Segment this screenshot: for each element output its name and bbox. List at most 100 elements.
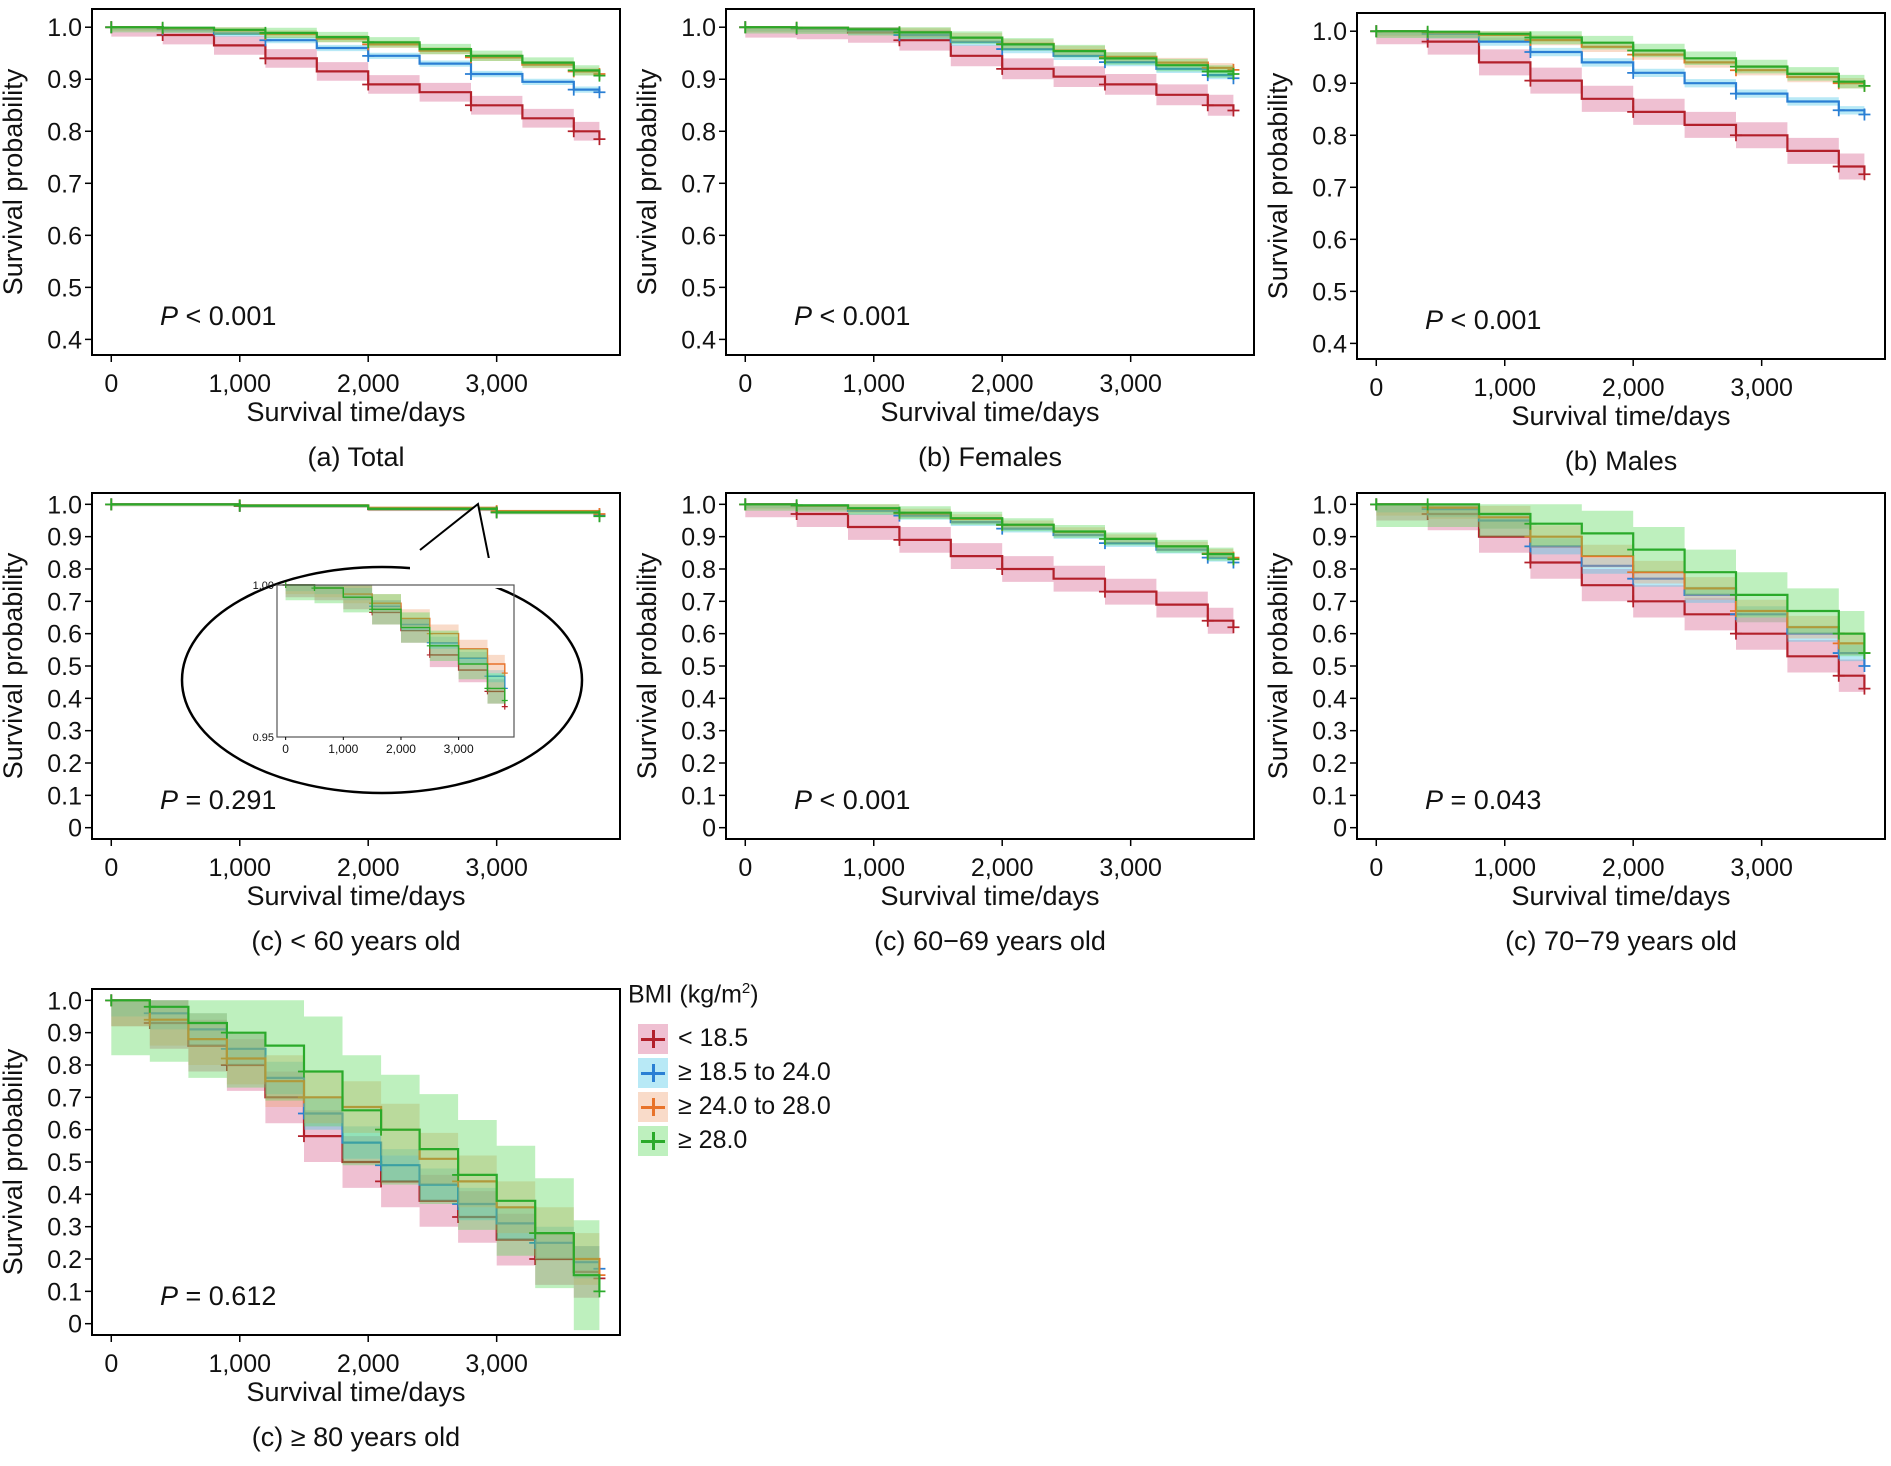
- panel-females-p-value: P < 0.001: [794, 301, 910, 331]
- panel-under-60-inset-censor-mark-obese: [501, 697, 508, 704]
- panel-under-60-y-tick-label: 0.8: [47, 556, 82, 584]
- panel-age-80-plus-y-tick-label: 0: [68, 1311, 82, 1339]
- panel-males-x-tick-label: 3,000: [1730, 374, 1793, 402]
- panel-age-60-69-censor-mark-underweight: [1098, 585, 1111, 598]
- panel-females-censor-mark-obese: [790, 21, 803, 34]
- panel-age-80-plus-censor-mark-obese: [529, 1227, 542, 1240]
- panel-females-y-tick-label: 1.0: [681, 14, 716, 42]
- panel-age-60-69-y-tick-label: 0.9: [681, 524, 716, 552]
- panel-age-60-69-censor-mark-obese: [739, 498, 752, 511]
- panel-females-x-tick-label: 0: [738, 370, 752, 398]
- panel-age-60-69-y-tick-label: 0.2: [681, 750, 716, 778]
- panel-under-60-inset-y-tick-label: 0.95: [253, 732, 274, 744]
- panel-total-x-tick-label: 2,000: [337, 370, 400, 398]
- panel-age-70-79-plot-frame: [1356, 492, 1886, 840]
- panel-males-y-tick-label: 0.6: [1312, 226, 1347, 254]
- panel-age-60-69-x-axis-label: Survival time/days: [880, 881, 1099, 911]
- panel-males-x-tick-label: 1,000: [1473, 374, 1536, 402]
- panel-age-80-plus-y-tick-label: 0.7: [47, 1084, 82, 1112]
- panel-age-70-79-line-obese: [1376, 503, 1866, 654]
- panel-total-caption: (a) Total: [307, 442, 404, 472]
- legend-swatch-normal: [638, 1058, 668, 1088]
- panel-under-60-inset-y-tick-label: 1.00: [253, 580, 274, 592]
- panel-age-80-plus-x-tick-label: 1,000: [208, 1350, 271, 1378]
- panel-age-60-69: 0 0.1 0.2 0.3 0.4 0.5 0.6 0.7 0.8 0.9 1.0 0 1,000 2,0…: [632, 491, 1255, 956]
- panel-age-80-plus-y-tick-label: 0.9: [47, 1020, 82, 1048]
- panel-under-60-inset: 0.95 1.00 0 1,000 2,000 3,000: [180, 502, 584, 795]
- panel-age-80-plus-censor-mark-underweight: [375, 1175, 388, 1188]
- panel-under-60-plot-frame: [91, 492, 621, 840]
- panel-males-band-normal: [1376, 31, 1865, 119]
- panel-total-censor-mark-underweight: [259, 52, 272, 65]
- panel-females-censor-mark-obese: [996, 38, 1009, 51]
- panel-females-caption: (b) Females: [918, 442, 1062, 472]
- panel-males-censor-mark-obese: [1421, 25, 1434, 38]
- panel-males-censor-mark-obese: [1370, 25, 1383, 38]
- panel-age-70-79-censor-mark-underweight: [1627, 595, 1640, 608]
- panel-age-80-plus-censor-mark-underweight: [297, 1130, 310, 1143]
- panel-females-censor-mark-underweight: [1098, 78, 1111, 91]
- panel-age-70-79-censor-mark-obese: [1858, 647, 1871, 660]
- panel-age-80-plus-caption: (c) ≥ 80 years old: [252, 1422, 460, 1452]
- panel-total-censor-mark-obese: [567, 64, 580, 77]
- panel-age-80-plus-censor-mark-obese: [220, 1026, 233, 1039]
- panel-age-80-plus: 0 0.1 0.2 0.3 0.4 0.5 0.6 0.7 0.8 0.9 1.0 0 1,000 2,0…: [0, 987, 621, 1452]
- legend-title-end: ): [750, 980, 759, 1009]
- panel-age-60-69-caption: (c) 60−69 years old: [874, 926, 1106, 956]
- panel-males-censor-mark-obese: [1627, 44, 1640, 57]
- panel-age-60-69-plot-frame: [725, 492, 1255, 840]
- panel-age-60-69-y-tick-label: 0.1: [681, 782, 716, 810]
- panel-age-60-69-censor-mark-underweight: [996, 562, 1009, 575]
- panel-under-60-y-axis-label: Survival probability: [0, 552, 28, 779]
- legend-item-underweight: < 18.5: [638, 1022, 978, 1056]
- panel-females-y-tick-label: 0.7: [681, 170, 716, 198]
- panel-females-x-tick-label: 2,000: [971, 370, 1034, 398]
- panel-age-60-69-p-symbol: P: [794, 785, 812, 815]
- panel-under-60-y-tick-label: 0.3: [47, 718, 82, 746]
- panel-females-censor-mark-underweight: [996, 62, 1009, 75]
- panel-age-60-69-censor-mark-obese: [1098, 532, 1111, 545]
- panel-total-censor-mark-underweight: [593, 133, 606, 146]
- panel-age-60-69-x-tick-label: 1,000: [842, 854, 905, 882]
- panel-total-y-axis-label: Survival probability: [0, 68, 28, 295]
- panel-age-60-69-x-tick-label: 2,000: [971, 854, 1034, 882]
- legend-title: BMI (kg/m2): [628, 980, 759, 1009]
- panel-under-60: 00.10.20.30.40.50.60.70.80.91.00 1,000 2,0…: [0, 491, 621, 956]
- panel-age-70-79-censor-mark-normal: [1858, 660, 1871, 672]
- panel-total-censor-mark-obese: [259, 26, 272, 39]
- panel-under-60-y-tick-label: 0.6: [47, 621, 82, 649]
- panel-age-70-79-y-tick-label: 0.3: [1312, 718, 1347, 746]
- panel-total-censor-mark-normal: [593, 86, 606, 99]
- panel-under-60-censor-mark-obese: [233, 499, 246, 512]
- panel-age-60-69-x-tick-label: 3,000: [1099, 854, 1162, 882]
- panel-age-80-plus-censor-mark-obese: [593, 1285, 606, 1298]
- panel-age-80-plus-band-overweight: [111, 1000, 600, 1301]
- panel-age-80-plus-line-obese: [111, 999, 601, 1292]
- panel-under-60-inset-censor-mark-underweight: [501, 703, 508, 710]
- panel-males-censor-mark-normal: [1627, 66, 1640, 79]
- panel-age-80-plus-censor-mark-obese: [452, 1168, 465, 1181]
- panel-males-y-tick-label: 0.9: [1312, 70, 1347, 98]
- panel-total-censor-mark-obese: [105, 21, 118, 34]
- panel-age-80-plus-band-underweight: [111, 1000, 600, 1305]
- panel-age-60-69-x-tick-label: 0: [738, 854, 752, 882]
- panel-age-60-69-y-tick-label: 0.3: [681, 718, 716, 746]
- panel-under-60-y-tick-label: 0.9: [47, 524, 82, 552]
- panel-age-80-plus-p-symbol: P: [160, 1281, 178, 1311]
- panel-age-70-79-y-tick-label: 0.2: [1312, 750, 1347, 778]
- panel-age-70-79-y-tick-label: 0.4: [1312, 685, 1347, 713]
- panel-under-60-p-symbol: P: [160, 785, 178, 815]
- panel-age-60-69-censor-mark-underweight: [1201, 614, 1214, 627]
- panel-age-80-plus-x-tick-label: 2,000: [337, 1350, 400, 1378]
- panel-males-censor-mark-normal: [1858, 108, 1871, 121]
- panel-age-70-79-x-axis-label: Survival time/days: [1511, 881, 1730, 911]
- panel-age-80-plus-plot-frame: [91, 988, 621, 1336]
- panel-females-p-text: < 0.001: [812, 301, 910, 331]
- panel-age-80-plus-band-obese: [111, 1000, 600, 1335]
- panel-age-70-79-y-tick-label: 0.7: [1312, 588, 1347, 616]
- panel-under-60-y-tick-label: 0.5: [47, 653, 82, 681]
- panel-age-60-69-y-axis-label: Survival probability: [632, 552, 662, 779]
- panel-under-60-inset-censor-mark-underweight: [426, 651, 433, 658]
- panel-males-y-tick-label: 0.5: [1312, 278, 1347, 306]
- panel-under-60-inset-x-tick-label: 2,000: [386, 742, 416, 756]
